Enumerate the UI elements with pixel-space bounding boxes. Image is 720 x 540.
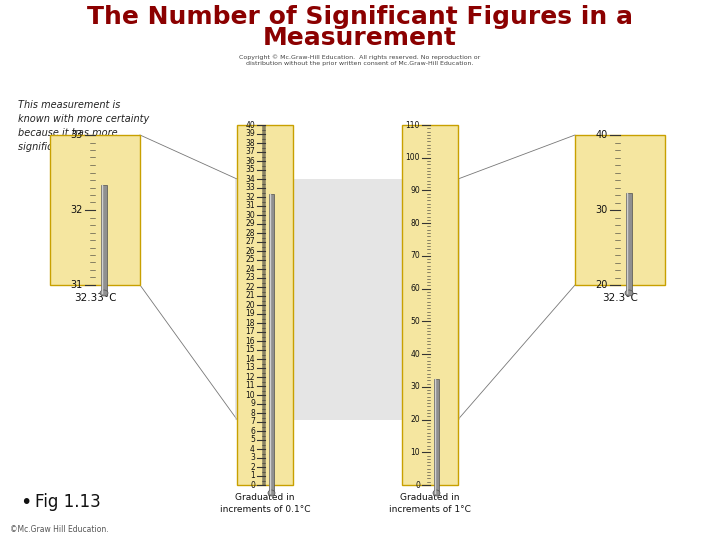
Text: 0: 0	[250, 481, 255, 489]
Text: Graduated in
increments of 0.1°C: Graduated in increments of 0.1°C	[220, 493, 310, 514]
Text: 3: 3	[250, 454, 255, 462]
Text: 38: 38	[246, 138, 255, 147]
Text: 11: 11	[246, 381, 255, 390]
Text: 21: 21	[246, 292, 255, 300]
Bar	[235, 179, 460, 420]
Text: 33: 33	[246, 184, 255, 192]
Text: 80: 80	[410, 219, 420, 228]
Text: 60: 60	[410, 284, 420, 293]
Text: 19: 19	[246, 309, 255, 319]
Text: 30: 30	[410, 382, 420, 392]
Text: 20: 20	[595, 280, 608, 290]
Text: 17: 17	[246, 327, 255, 336]
Text: 70: 70	[410, 252, 420, 260]
Text: Copyright © Mc.Graw-Hill Education.  All rights reserved. No reproduction or
dis: Copyright © Mc.Graw-Hill Education. All …	[239, 54, 481, 66]
Text: 34: 34	[246, 174, 255, 184]
Text: 22: 22	[246, 282, 255, 292]
Text: Graduated in
increments of 1°C: Graduated in increments of 1°C	[389, 493, 471, 514]
Text: 5: 5	[250, 435, 255, 444]
Text: 0: 0	[415, 481, 420, 489]
Text: 29: 29	[246, 219, 255, 228]
Text: 31: 31	[71, 280, 83, 290]
Ellipse shape	[625, 290, 633, 296]
Text: 1: 1	[251, 471, 255, 481]
Text: 24: 24	[246, 265, 255, 273]
Text: 6: 6	[250, 427, 255, 435]
Text: Fig 1.13: Fig 1.13	[35, 493, 101, 511]
Text: 26: 26	[246, 246, 255, 255]
Text: 36: 36	[246, 157, 255, 165]
Text: 8: 8	[251, 408, 255, 417]
Bar	[237, 125, 293, 485]
Bar	[575, 135, 665, 285]
Text: 25: 25	[246, 255, 255, 265]
Text: 31: 31	[246, 201, 255, 211]
Text: 30: 30	[595, 205, 608, 215]
Text: 4: 4	[250, 444, 255, 454]
Text: Measurement: Measurement	[263, 26, 457, 50]
Text: 14: 14	[246, 354, 255, 363]
Text: 20: 20	[246, 300, 255, 309]
Text: 33: 33	[71, 130, 83, 140]
Text: 16: 16	[246, 336, 255, 346]
Text: 32.3°C: 32.3°C	[602, 293, 638, 303]
Text: 13: 13	[246, 363, 255, 373]
Text: 12: 12	[246, 373, 255, 381]
Text: 10: 10	[246, 390, 255, 400]
Bar	[50, 135, 140, 285]
Text: 32.33°C: 32.33°C	[73, 293, 116, 303]
Text: 18: 18	[246, 319, 255, 327]
Text: 20: 20	[410, 415, 420, 424]
Text: 23: 23	[246, 273, 255, 282]
Text: 50: 50	[410, 317, 420, 326]
Text: 2: 2	[251, 462, 255, 471]
Ellipse shape	[268, 490, 275, 496]
Text: 30: 30	[246, 211, 255, 219]
Bar	[434, 379, 439, 493]
Bar	[402, 125, 458, 485]
Text: 35: 35	[246, 165, 255, 174]
Text: 32: 32	[71, 205, 83, 215]
Bar	[626, 193, 632, 293]
Text: 40: 40	[410, 349, 420, 359]
Text: 9: 9	[250, 400, 255, 408]
Text: 100: 100	[405, 153, 420, 162]
Ellipse shape	[100, 290, 108, 296]
Text: 28: 28	[246, 228, 255, 238]
Text: 10: 10	[410, 448, 420, 457]
Text: ©Mc.Graw Hill Education.: ©Mc.Graw Hill Education.	[10, 525, 109, 534]
Bar	[269, 194, 274, 493]
Text: 27: 27	[246, 238, 255, 246]
Text: 39: 39	[246, 130, 255, 138]
Text: 15: 15	[246, 346, 255, 354]
Text: 32: 32	[246, 192, 255, 201]
Bar	[101, 185, 107, 293]
Text: 40: 40	[246, 120, 255, 130]
Text: 110: 110	[405, 120, 420, 130]
Text: The Number of Significant Figures in a: The Number of Significant Figures in a	[87, 5, 633, 29]
Text: •: •	[20, 492, 32, 511]
Ellipse shape	[433, 490, 440, 496]
Text: 90: 90	[410, 186, 420, 195]
Text: This measurement is
known with more certainty
because it has more
significant fi: This measurement is known with more cert…	[18, 100, 149, 152]
Text: 37: 37	[246, 147, 255, 157]
Text: 40: 40	[595, 130, 608, 140]
Text: 7: 7	[250, 417, 255, 427]
